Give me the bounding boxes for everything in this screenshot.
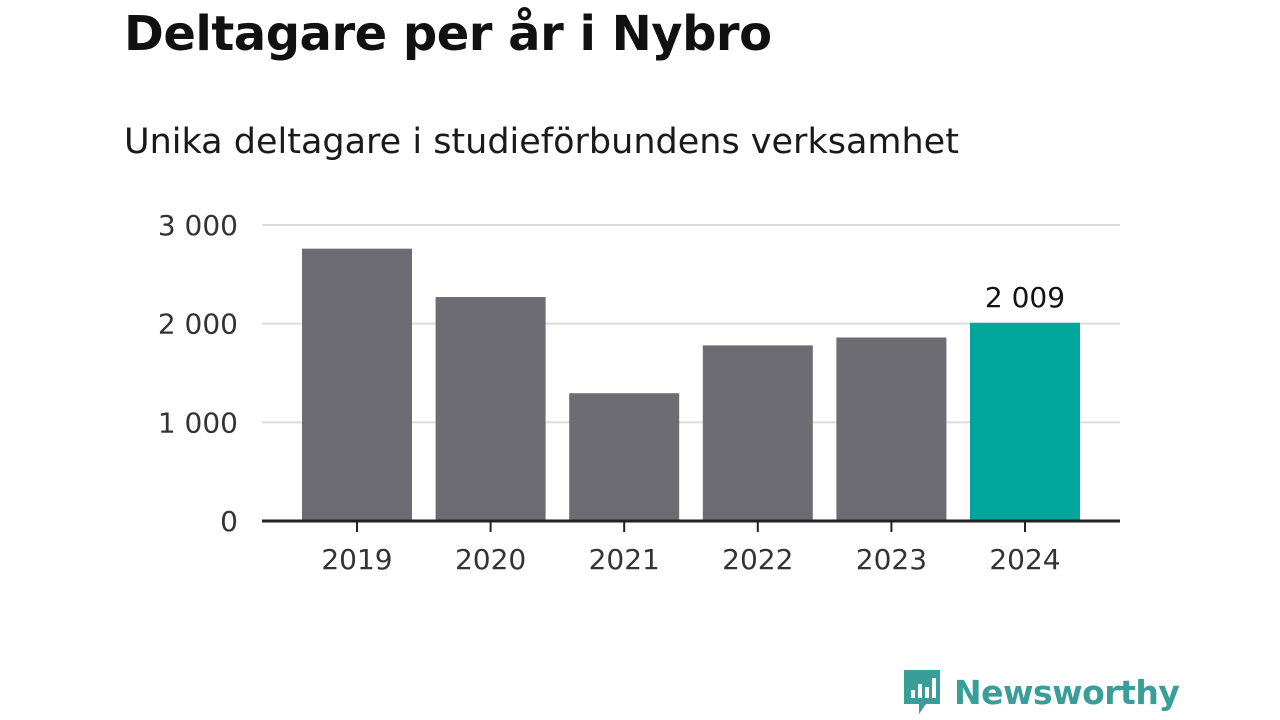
bar-2021	[569, 393, 679, 521]
y-tick-label: 3 000	[158, 209, 238, 242]
y-tick-label: 2 000	[158, 308, 238, 341]
bar-2022	[703, 345, 813, 521]
x-tick-label: 2022	[722, 543, 793, 576]
x-tick-label: 2024	[989, 543, 1060, 576]
brand-name: Newsworthy	[954, 673, 1179, 712]
data-label: 2 009	[985, 281, 1065, 314]
bar-2019	[302, 249, 412, 521]
y-tick-label: 0	[220, 505, 238, 538]
bar-2020	[436, 297, 546, 521]
y-tick-label: 1 000	[158, 406, 238, 439]
brand-logo: Newsworthy	[902, 668, 1179, 716]
x-tick-label: 2023	[856, 543, 927, 576]
x-tick-label: 2021	[589, 543, 660, 576]
x-tick-label: 2019	[321, 543, 392, 576]
bar-2023	[836, 337, 946, 521]
bar-chart: 0 1 000 2 000 3 000 2019 2020 2021 2022 2023 2024…	[0, 0, 1280, 660]
newsworthy-logo-icon	[902, 668, 942, 716]
x-tick-label: 2020	[455, 543, 526, 576]
bar-2024	[970, 323, 1080, 521]
